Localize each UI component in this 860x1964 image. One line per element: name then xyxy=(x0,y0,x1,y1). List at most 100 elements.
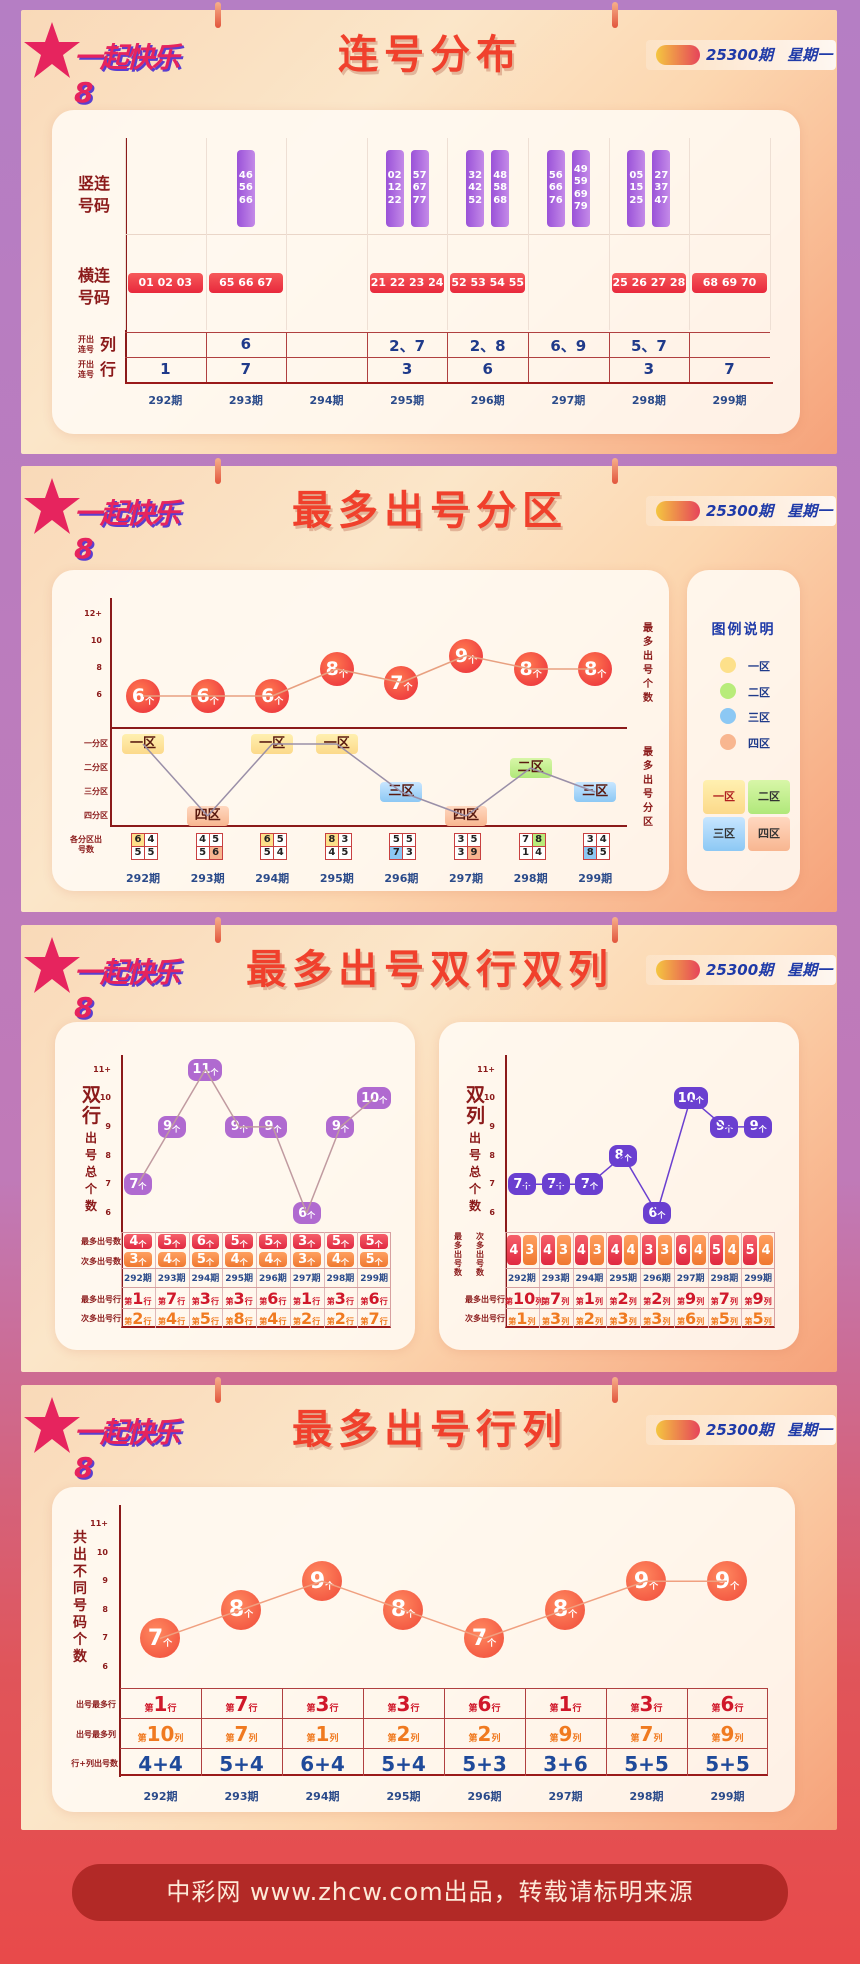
period-label: 299期 xyxy=(744,1274,773,1284)
max-count: 4 xyxy=(610,1242,620,1258)
zone-count: 1 xyxy=(519,847,532,859)
y-tick: 9 xyxy=(105,1121,111,1131)
col-value: 6 xyxy=(240,335,252,353)
total-count-pill: 10 个 xyxy=(673,1087,708,1110)
unit-ge: 个 xyxy=(657,1211,666,1220)
y-tick: 11+ xyxy=(90,1519,108,1528)
rank-cell-max: 第6行 xyxy=(256,1289,290,1308)
period-label: 297期 xyxy=(548,1790,583,1803)
y-tick: 8 xyxy=(96,663,102,672)
max-count: 4 xyxy=(543,1242,553,1258)
period-label: 297期 xyxy=(292,1274,321,1284)
weekday: 星期一 xyxy=(787,46,833,64)
zone-count: 5 xyxy=(196,847,209,859)
rank-value: 5 xyxy=(718,1309,730,1328)
label-max-count: 最多出号数 xyxy=(454,1232,462,1277)
max-count: 3 xyxy=(298,1234,308,1249)
unit: 列 xyxy=(729,1317,738,1326)
rank-value: 2 xyxy=(132,1309,144,1328)
ordinal-prefix: 第 xyxy=(505,1297,513,1306)
badge-logo-icon xyxy=(656,1420,700,1440)
unit-ge: 个 xyxy=(589,1182,598,1192)
table-col-line xyxy=(256,1232,257,1328)
rank-cell-second: 第3列 xyxy=(606,1309,640,1328)
vertical-consecutive-pill: 27 37 47 xyxy=(652,150,671,227)
max-count-pill: 4 xyxy=(540,1235,555,1265)
unit-ge: 个 xyxy=(724,1124,733,1134)
table-line xyxy=(505,1287,775,1288)
rank-cell-second: 第5列 xyxy=(741,1309,775,1328)
vertical-consecutive-pill: 46 56 66 xyxy=(236,150,255,227)
pill-number: 25 xyxy=(629,194,644,206)
rank-value: 1 xyxy=(153,1692,168,1716)
second-count-pill: 4 xyxy=(759,1235,773,1265)
zone-count: 7 xyxy=(519,834,532,846)
col-value: 5、7 xyxy=(630,337,667,355)
logo-text: 一起快乐8 xyxy=(74,41,180,109)
label-vertical-consecutive: 竖连号码 xyxy=(78,174,111,215)
second-count: 4 xyxy=(230,1252,240,1267)
weekday: 星期一 xyxy=(787,502,833,520)
y-tick: 12+ xyxy=(84,609,102,618)
rank-value: 3 xyxy=(396,1692,411,1716)
col-value: 2、8 xyxy=(469,337,506,355)
y-tick: 8 xyxy=(105,1150,111,1160)
max-count: 5 xyxy=(331,1234,341,1249)
unit: 行 xyxy=(177,1297,186,1306)
y-tick: 6 xyxy=(102,1662,108,1671)
second-count-pill: 4 xyxy=(691,1235,706,1265)
rank-value: 3 xyxy=(334,1289,346,1308)
period-label: 293期 xyxy=(541,1274,570,1284)
unit-ge: 个 xyxy=(138,1257,147,1267)
table-col-line xyxy=(689,332,691,382)
period-label: 292期 xyxy=(507,1274,536,1284)
ordinal-prefix: 第 xyxy=(360,1297,369,1306)
ordinal-prefix: 第 xyxy=(711,1734,721,1744)
y-tick: 10 xyxy=(96,1547,108,1557)
divider-line xyxy=(110,727,627,729)
rank-value: 8 xyxy=(233,1309,245,1328)
axis-line xyxy=(125,138,127,383)
rank-value: 9 xyxy=(558,1722,573,1746)
period-label: 298期 xyxy=(629,1790,664,1803)
horizontal-consecutive-pill: 68 69 70 xyxy=(692,273,767,293)
zone-count: 5 xyxy=(209,834,222,846)
rank-value: 3 xyxy=(639,1692,654,1716)
count-label: 各分区出号数 xyxy=(70,835,102,854)
table-col-line xyxy=(357,1232,359,1328)
table-line xyxy=(505,1308,775,1309)
rank-cell-max: 第9列 xyxy=(674,1289,708,1308)
kuaile8-logo: 一起快乐8 xyxy=(22,476,182,565)
unit-ge: 个 xyxy=(172,1124,181,1134)
rank-cell-second: 第3列 xyxy=(640,1309,674,1328)
unit: 列 xyxy=(594,1317,603,1326)
count-value: 6 xyxy=(131,685,146,707)
zone-count: 3 xyxy=(584,834,597,846)
unit-ge: 个 xyxy=(163,1638,173,1649)
vertical-consecutive-pill: 02 12 22 xyxy=(385,150,404,227)
total-value: 11 xyxy=(192,1062,211,1077)
issue-number: 25300期 xyxy=(706,1421,774,1439)
second-count: 3 xyxy=(592,1242,602,1258)
period-label: 293期 xyxy=(190,872,225,885)
pill-number: 56 xyxy=(548,169,563,181)
table-col-line xyxy=(606,1688,607,1776)
y-tick: 11+ xyxy=(93,1064,111,1074)
period-label: 292期 xyxy=(123,1274,152,1284)
ordinal-prefix: 第 xyxy=(225,1704,235,1714)
unit: 列 xyxy=(561,1297,570,1306)
rank-cell-second: 第5行 xyxy=(189,1309,223,1328)
second-count: 5 xyxy=(196,1252,206,1267)
rank-cell-second: 第3列 xyxy=(539,1309,573,1328)
total-value: 7 xyxy=(547,1176,557,1192)
unit-ge: 个 xyxy=(172,1239,181,1249)
